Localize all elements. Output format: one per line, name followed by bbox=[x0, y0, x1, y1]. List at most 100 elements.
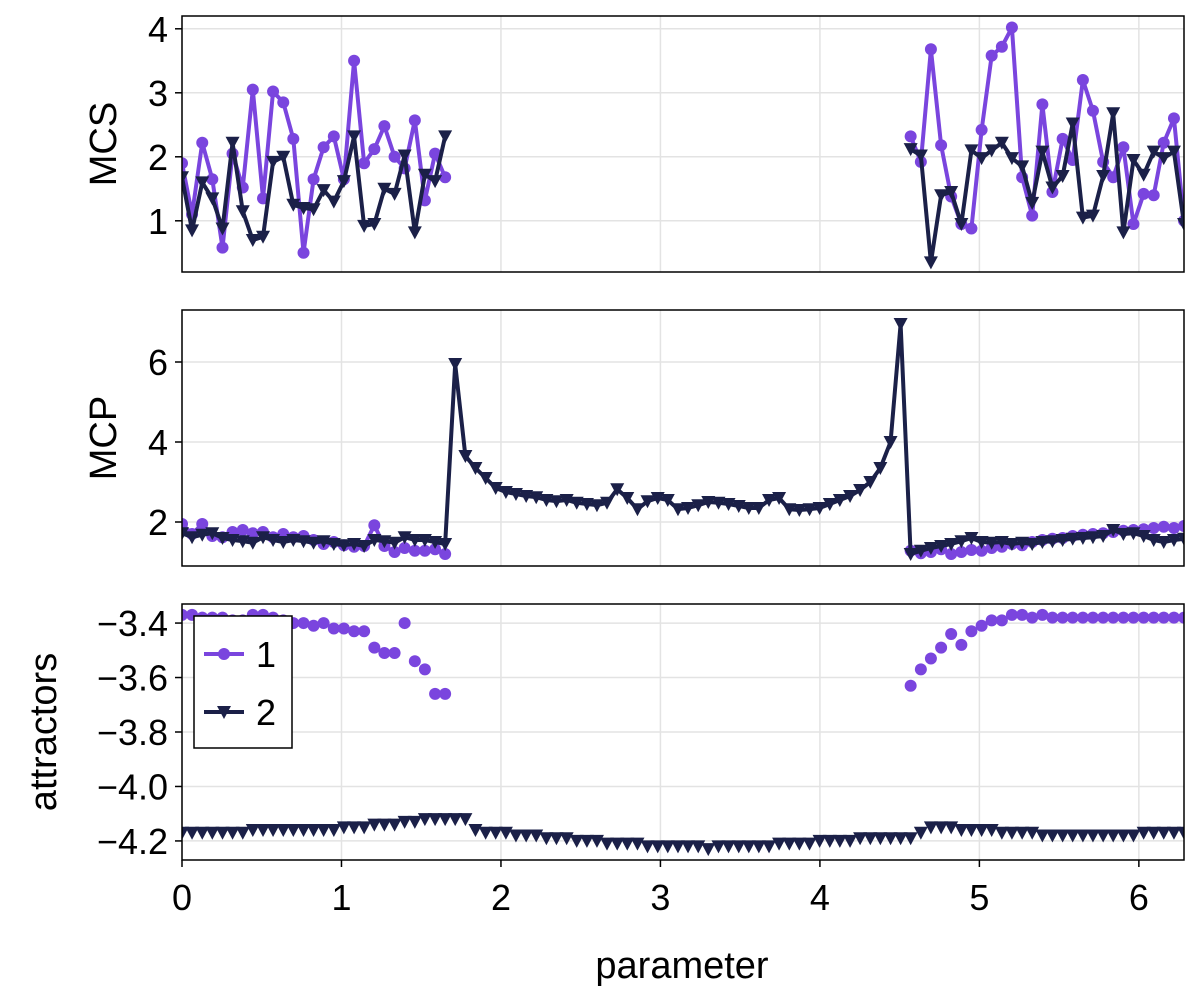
series-2-point bbox=[182, 527, 189, 541]
series-1-point bbox=[246, 527, 259, 540]
series-2-point bbox=[377, 182, 392, 196]
series-2-point bbox=[347, 130, 362, 144]
y-tick-label: 1 bbox=[148, 201, 168, 242]
series-2-point bbox=[984, 824, 999, 838]
series-2-point bbox=[1116, 528, 1131, 541]
y-tick-label: 6 bbox=[148, 342, 168, 383]
series-2-point bbox=[1035, 145, 1050, 159]
series-2-point bbox=[266, 155, 281, 169]
series-1-point bbox=[317, 617, 330, 630]
series-2-point bbox=[974, 824, 989, 838]
y-tick-label: 3 bbox=[148, 73, 168, 114]
series-2-point bbox=[245, 824, 260, 838]
series-2-point bbox=[357, 219, 372, 233]
series-1-point bbox=[378, 120, 391, 133]
series-2-point bbox=[478, 826, 493, 840]
x-tick-label: 3 bbox=[650, 877, 670, 918]
series-2-point bbox=[316, 184, 331, 198]
series-2-point bbox=[1136, 168, 1151, 182]
series-1-point bbox=[378, 647, 391, 660]
series-2-point bbox=[508, 829, 523, 843]
series-2-point bbox=[1075, 211, 1090, 225]
series-2-point bbox=[994, 136, 1009, 150]
legend-box bbox=[193, 615, 293, 749]
series-1-point bbox=[297, 246, 310, 259]
series-1-point bbox=[287, 132, 300, 145]
series-2-point bbox=[1035, 536, 1050, 549]
series-2-point bbox=[1146, 145, 1161, 159]
series-2-point bbox=[438, 538, 453, 551]
series-1-point bbox=[388, 647, 401, 660]
series-2-point bbox=[256, 824, 271, 838]
x-tick-label: 1 bbox=[331, 877, 351, 918]
series-2-point bbox=[296, 535, 311, 549]
series-2-point bbox=[1177, 218, 1184, 231]
series-1-point bbox=[408, 114, 421, 127]
series-1-point bbox=[995, 40, 1008, 53]
series-2-point bbox=[407, 534, 422, 547]
series-2-point bbox=[438, 130, 453, 144]
series-2-point bbox=[387, 818, 402, 832]
series-2-point bbox=[954, 218, 969, 231]
series-1-point bbox=[1086, 611, 1099, 624]
series-2-point bbox=[812, 834, 827, 848]
legend-label-1: 1 bbox=[256, 634, 276, 675]
legend: 1 2 bbox=[193, 615, 293, 749]
series-2-point bbox=[792, 504, 807, 517]
panel-1: 1 2 3 4 MCS bbox=[83, 9, 1185, 273]
series-1-point bbox=[206, 173, 219, 186]
series-2-point bbox=[863, 476, 878, 489]
plot-area bbox=[182, 21, 1184, 270]
series-2-point bbox=[701, 496, 716, 509]
series-1-point bbox=[307, 619, 320, 632]
series-2-point bbox=[205, 826, 220, 840]
series-1-point bbox=[196, 136, 209, 149]
series-2-point bbox=[1025, 826, 1040, 840]
series-2-point bbox=[1096, 170, 1111, 183]
series-2-point bbox=[670, 503, 685, 517]
series-2-point bbox=[336, 175, 351, 189]
series-2-point bbox=[934, 540, 949, 553]
series-1-point bbox=[246, 83, 259, 96]
series-2-point bbox=[448, 358, 463, 371]
series-2-point bbox=[944, 821, 959, 835]
series-2-point bbox=[589, 499, 604, 513]
series-2-point bbox=[215, 826, 230, 840]
series-2-point bbox=[1085, 531, 1100, 545]
series-2-line bbox=[182, 322, 1184, 556]
series-2-point bbox=[660, 840, 675, 854]
series-2-point bbox=[883, 832, 898, 846]
series-1-point bbox=[955, 546, 968, 558]
series-2-point bbox=[1025, 196, 1040, 210]
x-tick-label: 2 bbox=[491, 877, 511, 918]
series-2-point bbox=[903, 832, 918, 846]
series-1-point bbox=[985, 49, 998, 62]
series-2-point bbox=[954, 824, 969, 838]
series-2-point bbox=[296, 824, 311, 838]
series-1-point bbox=[1137, 187, 1150, 200]
series-2-point bbox=[660, 494, 675, 507]
series-1-point bbox=[1117, 141, 1130, 154]
series-1-point bbox=[439, 548, 452, 560]
series-1-point bbox=[439, 687, 452, 700]
series-2-point bbox=[367, 218, 382, 231]
series-2-point bbox=[195, 176, 210, 190]
series-2-point bbox=[276, 150, 291, 164]
series-2-point bbox=[569, 834, 584, 848]
series-2-point bbox=[1015, 826, 1030, 840]
series-2-point bbox=[1075, 829, 1090, 843]
series-2-point bbox=[1055, 534, 1070, 547]
series-1-point bbox=[1167, 522, 1180, 534]
series-1-point bbox=[995, 614, 1008, 627]
series-2-point bbox=[326, 195, 341, 209]
series-2-point bbox=[407, 815, 422, 829]
series-2-point bbox=[762, 494, 777, 507]
series-2-point bbox=[1085, 209, 1100, 223]
series-2-point bbox=[670, 840, 685, 854]
series-1-point bbox=[945, 548, 958, 560]
series-2-point bbox=[1156, 826, 1171, 840]
series-2-point bbox=[1106, 524, 1121, 537]
series-2-point bbox=[944, 538, 959, 551]
series-2-point bbox=[1136, 826, 1151, 840]
series-2-point bbox=[1106, 829, 1121, 843]
